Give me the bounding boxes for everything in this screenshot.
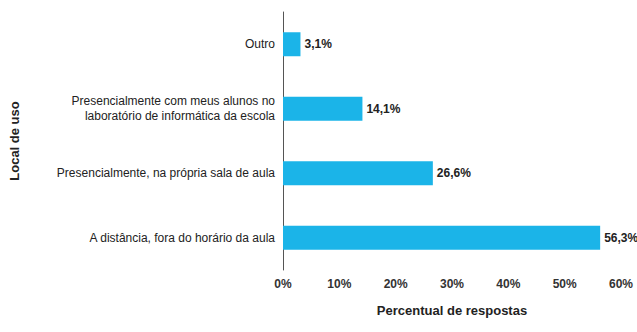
svg-text:56,3%: 56,3% — [604, 231, 637, 245]
svg-text:26,6%: 26,6% — [437, 166, 471, 180]
svg-text:3,1%: 3,1% — [304, 37, 332, 51]
svg-text:40%: 40% — [496, 277, 520, 291]
svg-text:10%: 10% — [327, 277, 351, 291]
svg-text:Presencialmente com meus aluno: Presencialmente com meus alunos no — [72, 94, 276, 108]
svg-text:Presencialmente, na própria sa: Presencialmente, na própria sala de aula — [57, 166, 275, 180]
svg-text:laboratório de informática da: laboratório de informática da escola — [85, 109, 275, 123]
svg-text:50%: 50% — [553, 277, 577, 291]
svg-text:30%: 30% — [440, 277, 464, 291]
svg-text:20%: 20% — [384, 277, 408, 291]
svg-text:Outro: Outro — [245, 37, 275, 51]
svg-text:Local de uso: Local de uso — [7, 101, 22, 181]
svg-text:60%: 60% — [609, 277, 633, 291]
svg-text:Percentual de respostas: Percentual de respostas — [377, 303, 527, 318]
svg-text:A distância, fora do horário d: A distância, fora do horário da aula — [90, 231, 276, 245]
svg-text:0%: 0% — [274, 277, 292, 291]
svg-text:14,1%: 14,1% — [366, 102, 400, 116]
